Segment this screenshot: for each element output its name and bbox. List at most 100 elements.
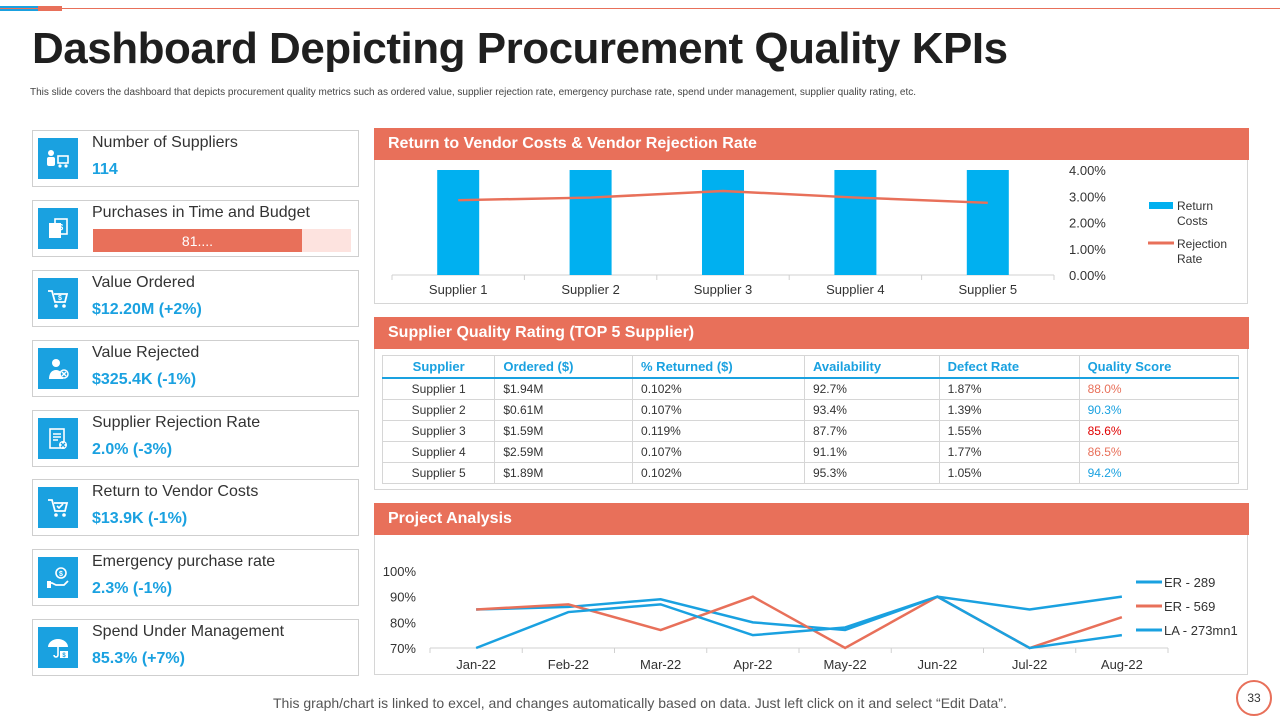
hand-money-icon: $ [38,557,78,598]
quality-rating-table: Supplier Ordered ($) % Returned ($) Avai… [381,355,1240,484]
kpi-value: $12.20M (+2%) [92,301,202,318]
column-header: Availability [803,355,940,379]
table-cell: 0.119% [632,419,805,442]
y-tick-label: 70% [390,641,416,656]
page-title: Dashboard Depicting Procurement Quality … [32,24,1008,73]
svg-text:$: $ [58,295,62,302]
legend-label: Return [1177,199,1213,213]
table-cell: 1.87% [938,377,1080,400]
kpi-value: 2.3% (-1%) [92,580,173,597]
budget-progress-fill: 81.... [93,229,302,252]
line-rejection-rate [458,189,988,205]
bar-return-costs [966,170,1009,275]
cart-check-icon [38,487,78,528]
quality-score-cell: 88.0% [1078,377,1240,400]
table-cell: 1.05% [938,461,1080,484]
table-row: Supplier 3 $1.59M 0.119% 87.7% 1.55% 85.… [381,419,1240,442]
kpi-card-purchases-in-time: $ Purchases in Time and Budget 81.... [32,200,359,257]
kpi-label: Purchases in Time and Budget [92,204,310,221]
quality-score-cell: 86.5% [1078,440,1240,463]
table-cell: 87.7% [803,419,940,442]
svg-text:$: $ [59,223,64,232]
table-header-row: Supplier Ordered ($) % Returned ($) Avai… [381,355,1240,379]
budget-progress-bar: 81.... [93,229,351,252]
x-tick-label: Supplier 4 [826,282,885,297]
x-tick-label: Jan-22 [456,657,496,672]
x-tick-label: Supplier 5 [959,282,1018,297]
vendor-costs-chart: Supplier 1 Supplier 2 Supplier 3 Supplier 4… [391,163,1227,297]
cart-dollar-icon: $ [38,278,78,319]
series-line-1 [476,595,1123,632]
page-subtitle: This slide covers the dashboard that dep… [30,87,917,98]
quality-score-cell: 94.2% [1078,461,1240,484]
series-line-2 [476,595,1123,650]
table-cell: $1.59M [494,419,634,442]
kpi-card-value-rejected: Value Rejected $325.4K (-1%) [32,340,359,397]
x-tick-label: Supplier 1 [429,282,488,297]
legend-label: ER - 569 [1164,599,1215,614]
y-tick-label: 90% [390,590,416,605]
table-cell: 1.77% [938,440,1080,463]
footer-note: This graph/chart is linked to excel, and… [273,695,1007,711]
table-row: Supplier 2 $0.61M 0.107% 93.4% 1.39% 90.… [381,398,1240,421]
umbrella-money-icon: $ [38,627,78,668]
y-tick-label: 4.00% [1069,163,1106,178]
table-cell: 95.3% [803,461,940,484]
table-cell: 0.107% [632,440,805,463]
table-cell: 93.4% [803,398,940,421]
bar-return-costs [834,170,877,275]
vendor-costs-panel-title: Return to Vendor Costs & Vendor Rejectio… [374,128,1249,160]
kpi-label: Value Rejected [92,344,200,361]
y-tick-label: 2.00% [1069,216,1106,231]
y-tick-label: 3.00% [1069,189,1106,204]
kpi-card-emergency-purchase-rate: $ Emergency purchase rate 2.3% (-1%) [32,549,359,606]
project-analysis-chart: 100% 90% 80% 70% Jan-22 Feb-22 Mar-22 Apr-22 May… [383,564,1238,672]
table-cell: $1.89M [494,461,634,484]
kpi-card-return-to-vendor-costs: Return to Vendor Costs $13.9K (-1%) [32,479,359,536]
legend-label: ER - 289 [1164,575,1215,590]
x-tick-label: Jul-22 [1012,657,1047,672]
kpi-label: Return to Vendor Costs [92,483,259,500]
kpi-card-spend-under-management: $ Spend Under Management 85.3% (+7%) [32,619,359,676]
suppliers-icon [38,138,78,179]
table-cell: Supplier 2 [381,398,496,421]
kpi-label: Emergency purchase rate [92,553,276,570]
kpi-label: Supplier Rejection Rate [92,414,261,431]
legend-label: LA - 273mn1 [1164,623,1238,638]
page-number: 33 [1236,680,1272,716]
x-tick-label: Aug-22 [1101,657,1143,672]
x-tick-label: Apr-22 [733,657,772,672]
x-tick-label: Feb-22 [548,657,589,672]
kpi-value: 2.0% (-3%) [92,441,173,458]
y-tick-label: 80% [390,615,416,630]
document-reject-icon [38,418,78,459]
budget-icon: $ [38,208,78,249]
x-tick-label: Jun-22 [918,657,958,672]
table-cell: 0.102% [632,461,805,484]
table-row: Supplier 4 $2.59M 0.107% 91.1% 1.77% 86.… [381,440,1240,463]
kpi-label: Spend Under Management [92,623,285,640]
x-tick-label: Supplier 3 [694,282,753,297]
y-tick-label: 1.00% [1069,242,1106,257]
column-header: Quality Score [1078,355,1240,379]
table-cell: Supplier 3 [381,419,496,442]
table-cell: $0.61M [494,398,634,421]
kpi-value: 85.3% (+7%) [92,650,185,667]
table-cell: $2.59M [494,440,634,463]
x-tick-label: Supplier 2 [561,282,620,297]
kpi-card-value-ordered: $ Value Ordered $12.20M (+2%) [32,270,359,327]
table-cell: 0.102% [632,377,805,400]
y-tick-label: 0.00% [1069,268,1106,283]
kpi-value: 114 [92,161,118,178]
person-reject-icon [38,348,78,389]
table-cell: 0.107% [632,398,805,421]
bar-return-costs [569,170,612,275]
x-tick-label: May-22 [823,657,866,672]
legend-label: Rejection [1177,237,1227,251]
kpi-label: Value Ordered [92,274,195,291]
column-header: Ordered ($) [494,355,633,379]
table-cell: Supplier 1 [381,377,496,400]
legend-label: Rate [1177,252,1203,266]
bar-return-costs [437,170,480,275]
column-header: Defect Rate [938,355,1080,379]
